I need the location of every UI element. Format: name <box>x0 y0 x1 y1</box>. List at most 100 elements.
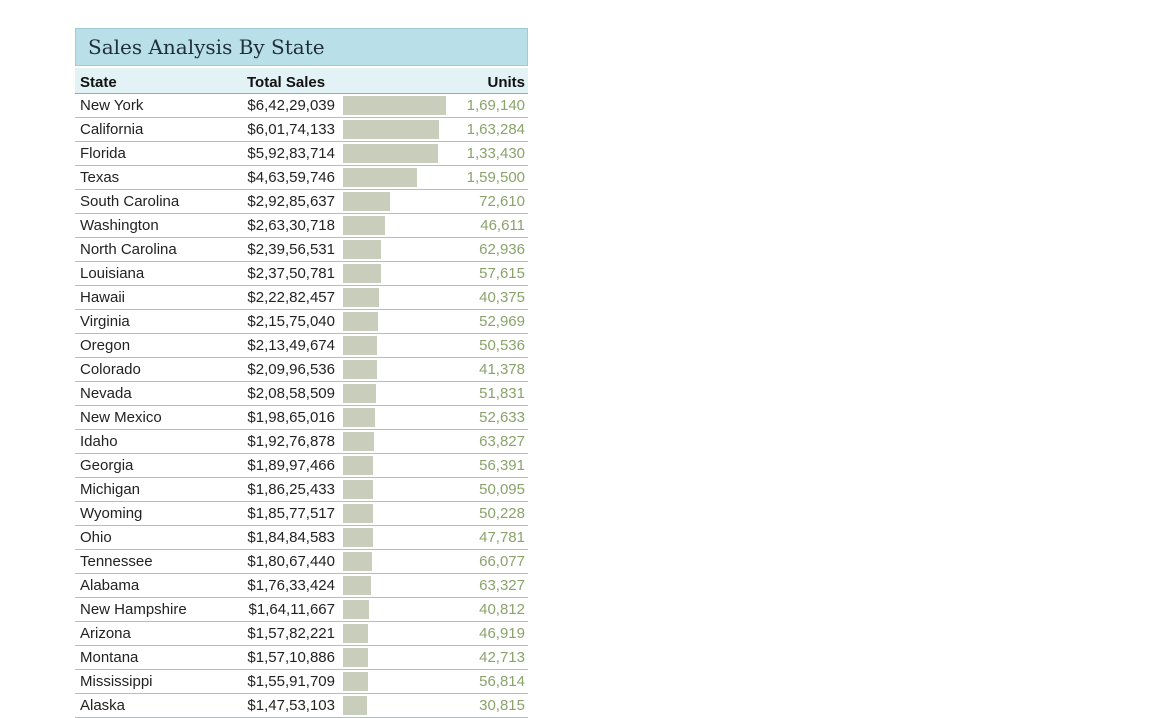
cell-state[interactable]: Colorado <box>80 361 141 378</box>
cell-total-sales[interactable]: $2,39,56,531 <box>247 241 335 258</box>
table-row[interactable]: New Hampshire $1,64,11,667 40,812 <box>75 598 528 622</box>
table-row[interactable]: Colorado $2,09,96,536 41,378 <box>75 358 528 382</box>
cell-total-sales[interactable]: $2,22,82,457 <box>247 289 335 306</box>
cell-total-sales[interactable]: $2,13,49,674 <box>247 337 335 354</box>
cell-total-sales[interactable]: $6,42,29,039 <box>247 97 335 114</box>
cell-total-sales[interactable]: $1,98,65,016 <box>247 409 335 426</box>
cell-units[interactable]: 1,59,500 <box>466 169 525 186</box>
cell-state[interactable]: New Hampshire <box>80 601 187 618</box>
cell-units[interactable]: 40,375 <box>479 289 525 306</box>
header-state[interactable]: State <box>80 74 117 91</box>
cell-state[interactable]: Idaho <box>80 433 118 450</box>
cell-units[interactable]: 46,919 <box>479 625 525 642</box>
cell-total-sales[interactable]: $1,64,11,667 <box>248 601 335 618</box>
table-row[interactable]: Alabama $1,76,33,424 63,327 <box>75 574 528 598</box>
cell-total-sales[interactable]: $2,63,30,718 <box>247 217 335 234</box>
cell-units[interactable]: 1,63,284 <box>466 121 525 138</box>
cell-state[interactable]: Oregon <box>80 337 131 354</box>
cell-total-sales[interactable]: $6,01,74,133 <box>247 121 335 138</box>
table-row[interactable]: Louisiana $2,37,50,781 57,615 <box>75 262 528 286</box>
table-row[interactable]: New York $6,42,29,039 1,69,140 <box>75 94 528 118</box>
table-row[interactable]: Georgia $1,89,97,466 56,391 <box>75 454 528 478</box>
cell-state[interactable]: Alaska <box>80 697 126 714</box>
table-row[interactable]: Alaska $1,47,53,103 30,815 <box>75 694 528 718</box>
header-units[interactable]: Units <box>487 74 526 91</box>
table-row[interactable]: Florida $5,92,83,714 1,33,430 <box>75 142 528 166</box>
cell-units[interactable]: 63,327 <box>479 577 525 594</box>
cell-state[interactable]: North Carolina <box>80 241 177 258</box>
cell-units[interactable]: 56,814 <box>479 673 525 690</box>
cell-state[interactable]: California <box>80 121 144 138</box>
cell-total-sales[interactable]: $5,92,83,714 <box>247 145 335 162</box>
cell-total-sales[interactable]: $2,37,50,781 <box>247 265 335 282</box>
cell-units[interactable]: 47,781 <box>479 529 525 546</box>
cell-units[interactable]: 56,391 <box>479 457 525 474</box>
cell-units[interactable]: 50,228 <box>479 505 525 522</box>
table-row[interactable]: New Mexico $1,98,65,016 52,633 <box>75 406 528 430</box>
cell-state[interactable]: Wyoming <box>80 505 143 522</box>
cell-total-sales[interactable]: $1,92,76,878 <box>247 433 335 450</box>
cell-state[interactable]: Mississippi <box>80 673 153 690</box>
cell-state[interactable]: Arizona <box>80 625 131 642</box>
cell-units[interactable]: 50,095 <box>479 481 525 498</box>
cell-total-sales[interactable]: $1,76,33,424 <box>247 577 335 594</box>
cell-units[interactable]: 46,611 <box>480 217 525 234</box>
cell-state[interactable]: Virginia <box>80 313 130 330</box>
cell-total-sales[interactable]: $4,63,59,746 <box>247 169 335 186</box>
cell-total-sales[interactable]: $1,86,25,433 <box>247 481 335 498</box>
cell-units[interactable]: 41,378 <box>479 361 525 378</box>
cell-total-sales[interactable]: $1,55,91,709 <box>247 673 335 690</box>
cell-total-sales[interactable]: $2,15,75,040 <box>247 313 335 330</box>
cell-units[interactable]: 63,827 <box>479 433 525 450</box>
table-row[interactable]: Hawaii $2,22,82,457 40,375 <box>75 286 528 310</box>
cell-total-sales[interactable]: $1,85,77,517 <box>247 505 335 522</box>
cell-units[interactable]: 50,536 <box>479 337 525 354</box>
table-row[interactable]: Oregon $2,13,49,674 50,536 <box>75 334 528 358</box>
table-row[interactable]: North Carolina $2,39,56,531 62,936 <box>75 238 528 262</box>
cell-total-sales[interactable]: $1,57,10,886 <box>247 649 335 666</box>
cell-total-sales[interactable]: $1,89,97,466 <box>247 457 335 474</box>
cell-total-sales[interactable]: $1,80,67,440 <box>247 553 335 570</box>
cell-state[interactable]: South Carolina <box>80 193 180 210</box>
cell-state[interactable]: Ohio <box>80 529 112 546</box>
cell-units[interactable]: 72,610 <box>479 193 525 210</box>
cell-units[interactable]: 66,077 <box>479 553 525 570</box>
table-row[interactable]: Montana $1,57,10,886 42,713 <box>75 646 528 670</box>
table-row[interactable]: Arizona $1,57,82,221 46,919 <box>75 622 528 646</box>
cell-state[interactable]: Washington <box>80 217 159 234</box>
cell-state[interactable]: New Mexico <box>80 409 162 426</box>
cell-state[interactable]: Alabama <box>80 577 140 594</box>
cell-total-sales[interactable]: $2,92,85,637 <box>247 193 335 210</box>
table-row[interactable]: Nevada $2,08,58,509 51,831 <box>75 382 528 406</box>
cell-units[interactable]: 1,33,430 <box>466 145 525 162</box>
table-row[interactable]: Michigan $1,86,25,433 50,095 <box>75 478 528 502</box>
table-row[interactable]: Ohio $1,84,84,583 47,781 <box>75 526 528 550</box>
cell-units[interactable]: 62,936 <box>479 241 525 258</box>
table-row[interactable]: Tennessee $1,80,67,440 66,077 <box>75 550 528 574</box>
cell-units[interactable]: 30,815 <box>479 697 525 714</box>
cell-total-sales[interactable]: $2,08,58,509 <box>247 385 335 402</box>
cell-units[interactable]: 52,633 <box>479 409 525 426</box>
table-row[interactable]: Texas $4,63,59,746 1,59,500 <box>75 166 528 190</box>
table-row[interactable]: Mississippi $1,55,91,709 56,814 <box>75 670 528 694</box>
cell-total-sales[interactable]: $1,57,82,221 <box>247 625 335 642</box>
cell-state[interactable]: Texas <box>80 169 120 186</box>
cell-state[interactable]: Hawaii <box>80 289 126 306</box>
table-row[interactable]: Wyoming $1,85,77,517 50,228 <box>75 502 528 526</box>
cell-state[interactable]: Nevada <box>80 385 132 402</box>
cell-total-sales[interactable]: $1,84,84,583 <box>247 529 335 546</box>
table-row[interactable]: Virginia $2,15,75,040 52,969 <box>75 310 528 334</box>
table-row[interactable]: Washington $2,63,30,718 46,611 <box>75 214 528 238</box>
cell-state[interactable]: New York <box>80 97 144 114</box>
cell-state[interactable]: Georgia <box>80 457 134 474</box>
cell-state[interactable]: Tennessee <box>80 553 153 570</box>
table-row[interactable]: California $6,01,74,133 1,63,284 <box>75 118 528 142</box>
cell-state[interactable]: Michigan <box>80 481 141 498</box>
cell-units[interactable]: 42,713 <box>479 649 525 666</box>
cell-total-sales[interactable]: $1,47,53,103 <box>247 697 335 714</box>
cell-state[interactable]: Florida <box>80 145 126 162</box>
cell-units[interactable]: 52,969 <box>479 313 525 330</box>
cell-total-sales[interactable]: $2,09,96,536 <box>247 361 335 378</box>
cell-units[interactable]: 51,831 <box>479 385 525 402</box>
table-row[interactable]: South Carolina $2,92,85,637 72,610 <box>75 190 528 214</box>
